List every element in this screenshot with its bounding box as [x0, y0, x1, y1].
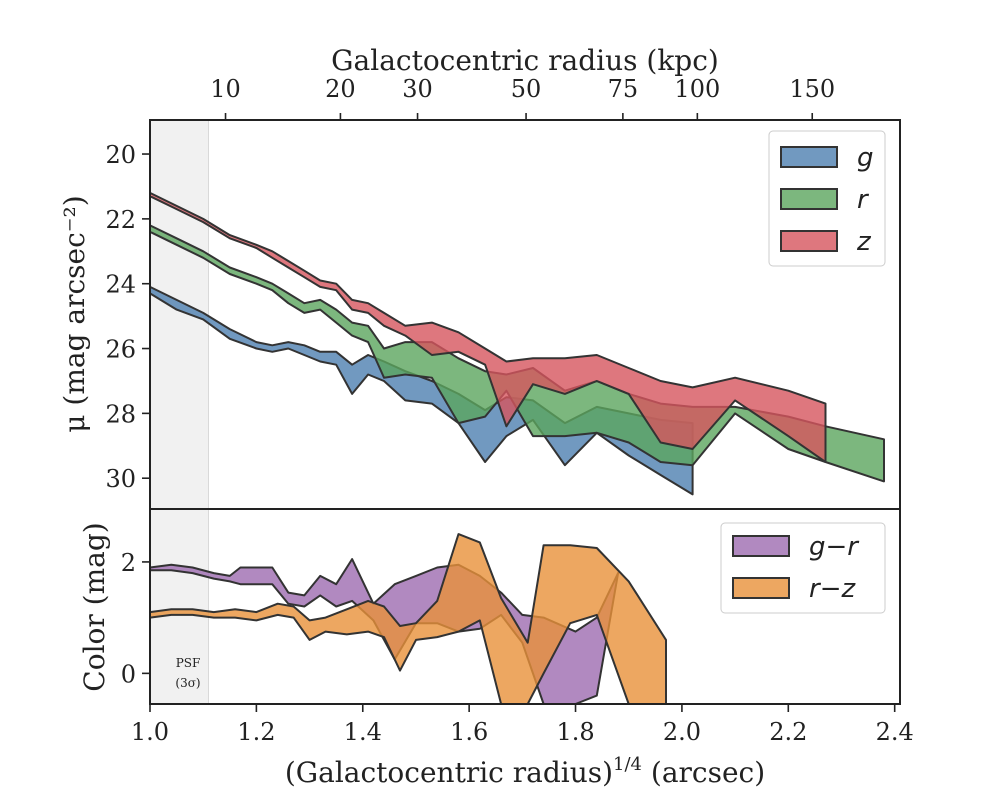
top-kpc-tick-label: 30	[402, 75, 433, 103]
bottom-x-tick-label: 1.4	[344, 718, 382, 746]
top-y-axis-label: μ (mag arcsec⁻²)	[58, 195, 91, 432]
top-legend-label-2: z	[856, 227, 872, 257]
top-legend-swatch-2	[780, 230, 838, 252]
bottom-legend-label-1: r−z	[809, 574, 856, 604]
psf-label-line2: (3σ)	[175, 676, 200, 690]
bottom-x-tick-label: 1.2	[237, 718, 275, 746]
top-legend-swatch-1	[780, 188, 838, 210]
top-kpc-tick-label: 100	[674, 75, 720, 103]
top-series-band-0	[149, 285, 694, 496]
top-panel: 20 22 24 26 28 30 10 20 30 50 75 100 150 Galactocen…	[58, 44, 901, 510]
top-legend-label-1: r	[857, 185, 870, 215]
bottom-panel: 02 1.0 1.2 1.4 1.6 1.8 2.0 2.2 2.4 PSF (3σ) Col…	[78, 508, 914, 789]
top-y-ticks: 20 22 24 26 28 30	[105, 141, 150, 493]
top-kpc-tick-label: 10	[210, 75, 241, 103]
bottom-x-tick-label: 2.4	[876, 718, 914, 746]
bottom-x-ticks: 1.0 1.2 1.4 1.6 1.8 2.0 2.2 2.4	[131, 704, 914, 746]
top-kpc-ticks: 10 20 30 50 75 100 150	[210, 75, 835, 120]
bottom-panel-psf-region	[149, 508, 210, 705]
top-y-tick-label: 30	[105, 465, 136, 493]
bottom-x-tick-label: 2.2	[769, 718, 807, 746]
top-y-tick-label: 26	[105, 336, 136, 364]
top-y-tick-label: 20	[105, 141, 136, 169]
top-kpc-tick-label: 50	[511, 75, 542, 103]
bottom-y-axis-label: Color (mag)	[78, 522, 111, 691]
top-series-group	[149, 191, 885, 496]
bottom-legend-swatch-1	[732, 577, 790, 599]
top-y-tick-label: 22	[105, 206, 136, 234]
top-kpc-tick-label: 20	[325, 75, 356, 103]
bottom-y-tick-label: 0	[121, 660, 136, 688]
top-legend-swatch-0	[780, 146, 838, 168]
x-axis-label-main: (Galactocentric radius)	[285, 756, 613, 789]
top-axis-title: Galactocentric radius (kpc)	[331, 44, 719, 77]
bottom-x-tick-label: 2.0	[663, 718, 701, 746]
bottom-y-tick-label: 2	[121, 549, 136, 577]
bottom-legend-label-0: g−r	[809, 532, 860, 562]
psf-label-line1: PSF	[176, 656, 201, 670]
x-axis-label-exponent: 1/4	[613, 754, 642, 775]
top-legend-label-0: g	[857, 143, 874, 173]
bottom-x-tick-label: 1.6	[450, 718, 488, 746]
top-series-band-2	[149, 191, 827, 463]
top-kpc-tick-label: 75	[608, 75, 639, 103]
top-legend: grz	[768, 130, 886, 267]
bottom-x-tick-label: 1.8	[556, 718, 594, 746]
bottom-legend-swatch-0	[732, 535, 790, 557]
x-axis-label-unit: (arcsec)	[642, 756, 765, 789]
top-kpc-tick-label: 150	[789, 75, 835, 103]
bottom-x-tick-label: 1.0	[131, 718, 169, 746]
top-y-tick-label: 24	[105, 271, 136, 299]
bottom-panel-frame	[149, 508, 901, 705]
bottom-y-ticks: 02	[121, 549, 150, 688]
top-y-tick-label: 28	[105, 400, 136, 428]
bottom-legend: g−r r−z	[720, 522, 886, 614]
bottom-x-axis-label: (Galactocentric radius)1/4 (arcsec)	[285, 754, 765, 789]
